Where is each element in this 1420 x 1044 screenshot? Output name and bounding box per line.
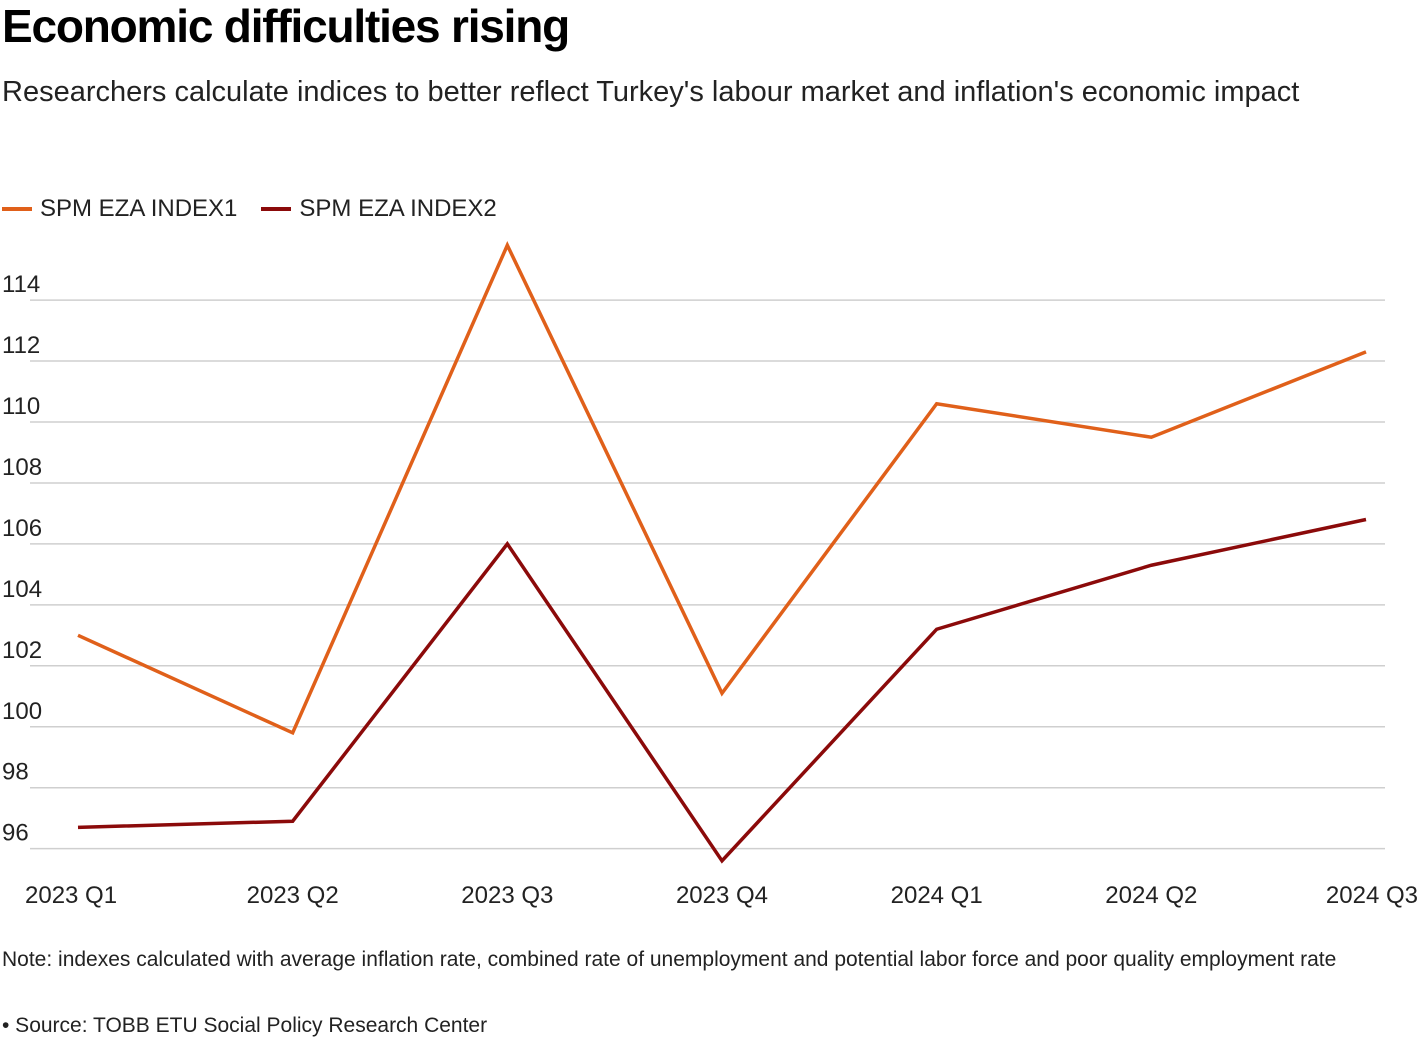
series-line-1	[77, 241, 1367, 736]
chart-source: • Source: TOBB ETU Social Policy Researc…	[2, 1014, 488, 1037]
y-tick-label-104: 104	[2, 576, 42, 603]
series-line-2	[77, 517, 1367, 864]
legend-swatch-index1	[2, 207, 32, 211]
y-tick-label-110: 110	[2, 393, 40, 420]
legend-swatch-index2	[261, 207, 292, 211]
legend-item-index1: SPM EZA INDEX1	[2, 195, 237, 223]
legend-label-index2: SPM EZA INDEX2	[299, 195, 497, 222]
x-tick-label: 2024 Q1	[891, 882, 983, 909]
y-tick-label-102: 102	[2, 637, 42, 664]
x-tick-label: 2024 Q2	[1105, 882, 1197, 909]
y-tick-label-106: 106	[2, 515, 42, 542]
x-tick-label: 2023 Q1	[25, 882, 117, 909]
x-tick-label: 2023 Q4	[676, 882, 768, 909]
chart-title: Economic difficulties rising	[2, 0, 570, 52]
x-tick-label: 2024 Q3	[1326, 882, 1418, 909]
y-tick-label-112: 112	[2, 332, 40, 359]
legend-item-index2: SPM EZA INDEX2	[261, 195, 497, 223]
y-tick-label-96: 96	[2, 820, 29, 847]
legend-label-index1: SPM EZA INDEX1	[40, 195, 238, 222]
y-tick-label-108: 108	[2, 454, 42, 481]
y-tick-label-114: 114	[2, 271, 40, 298]
y-tick-label-98: 98	[2, 759, 29, 786]
x-tick-label: 2023 Q3	[461, 882, 553, 909]
chart-subtitle: Researchers calculate indices to better …	[2, 76, 1300, 108]
line-chart: 96 98 100 102 104 106 108 110 112 114 2023 Q1 2023 …	[2, 241, 1418, 909]
x-tick-label: 2023 Q2	[247, 882, 339, 909]
chart-legend: SPM EZA INDEX1 SPM EZA INDEX2	[2, 192, 521, 226]
chart-note: Note: indexes calculated with average in…	[2, 948, 1337, 971]
y-tick-label-100: 100	[2, 698, 42, 725]
